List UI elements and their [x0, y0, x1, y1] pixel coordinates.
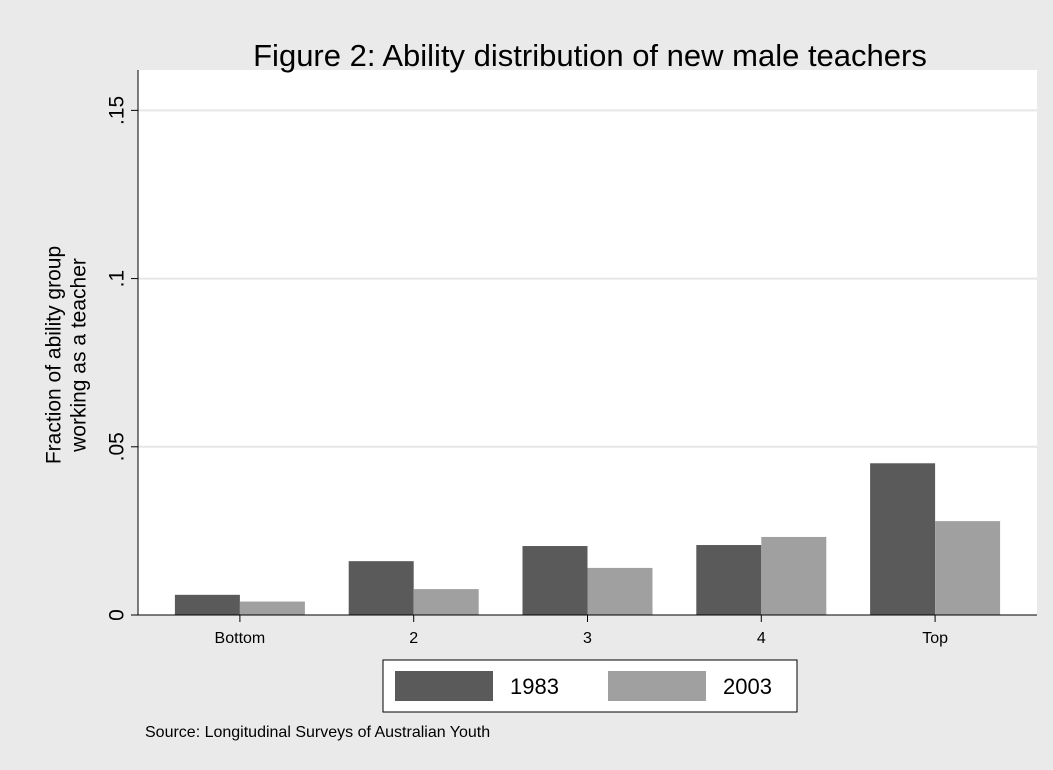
bar: [413, 589, 479, 615]
legend-swatch: [395, 671, 493, 701]
legend-label: 1983: [510, 674, 559, 699]
bar: [870, 463, 936, 615]
y-tick-label: 0: [106, 609, 129, 621]
bar: [696, 545, 762, 615]
legend-label: 2003: [723, 674, 772, 699]
bar: [174, 594, 240, 615]
y-tick-label: .15: [106, 96, 129, 125]
x-tick-label: 4: [757, 630, 766, 647]
y-tick-label: .05: [106, 432, 129, 461]
legend-swatch: [608, 671, 706, 701]
y-axis-label: working as a teacher: [68, 258, 91, 453]
x-tick-label: Bottom: [215, 630, 266, 647]
bar: [522, 546, 588, 615]
source-note: Source: Longitudinal Surveys of Australi…: [145, 724, 490, 741]
x-tick-label: 3: [583, 630, 592, 647]
y-tick-label: .1: [106, 270, 129, 288]
x-tick-label: 2: [409, 630, 418, 647]
bar: [761, 536, 827, 615]
x-tick-label: Top: [922, 630, 948, 647]
chart-title: Figure 2: Ability distribution of new ma…: [253, 38, 927, 73]
bar: [935, 521, 1001, 615]
y-axis-label: Fraction of ability group: [43, 246, 66, 464]
bar: [239, 601, 305, 615]
bar: [587, 567, 653, 615]
bar: [348, 561, 414, 615]
